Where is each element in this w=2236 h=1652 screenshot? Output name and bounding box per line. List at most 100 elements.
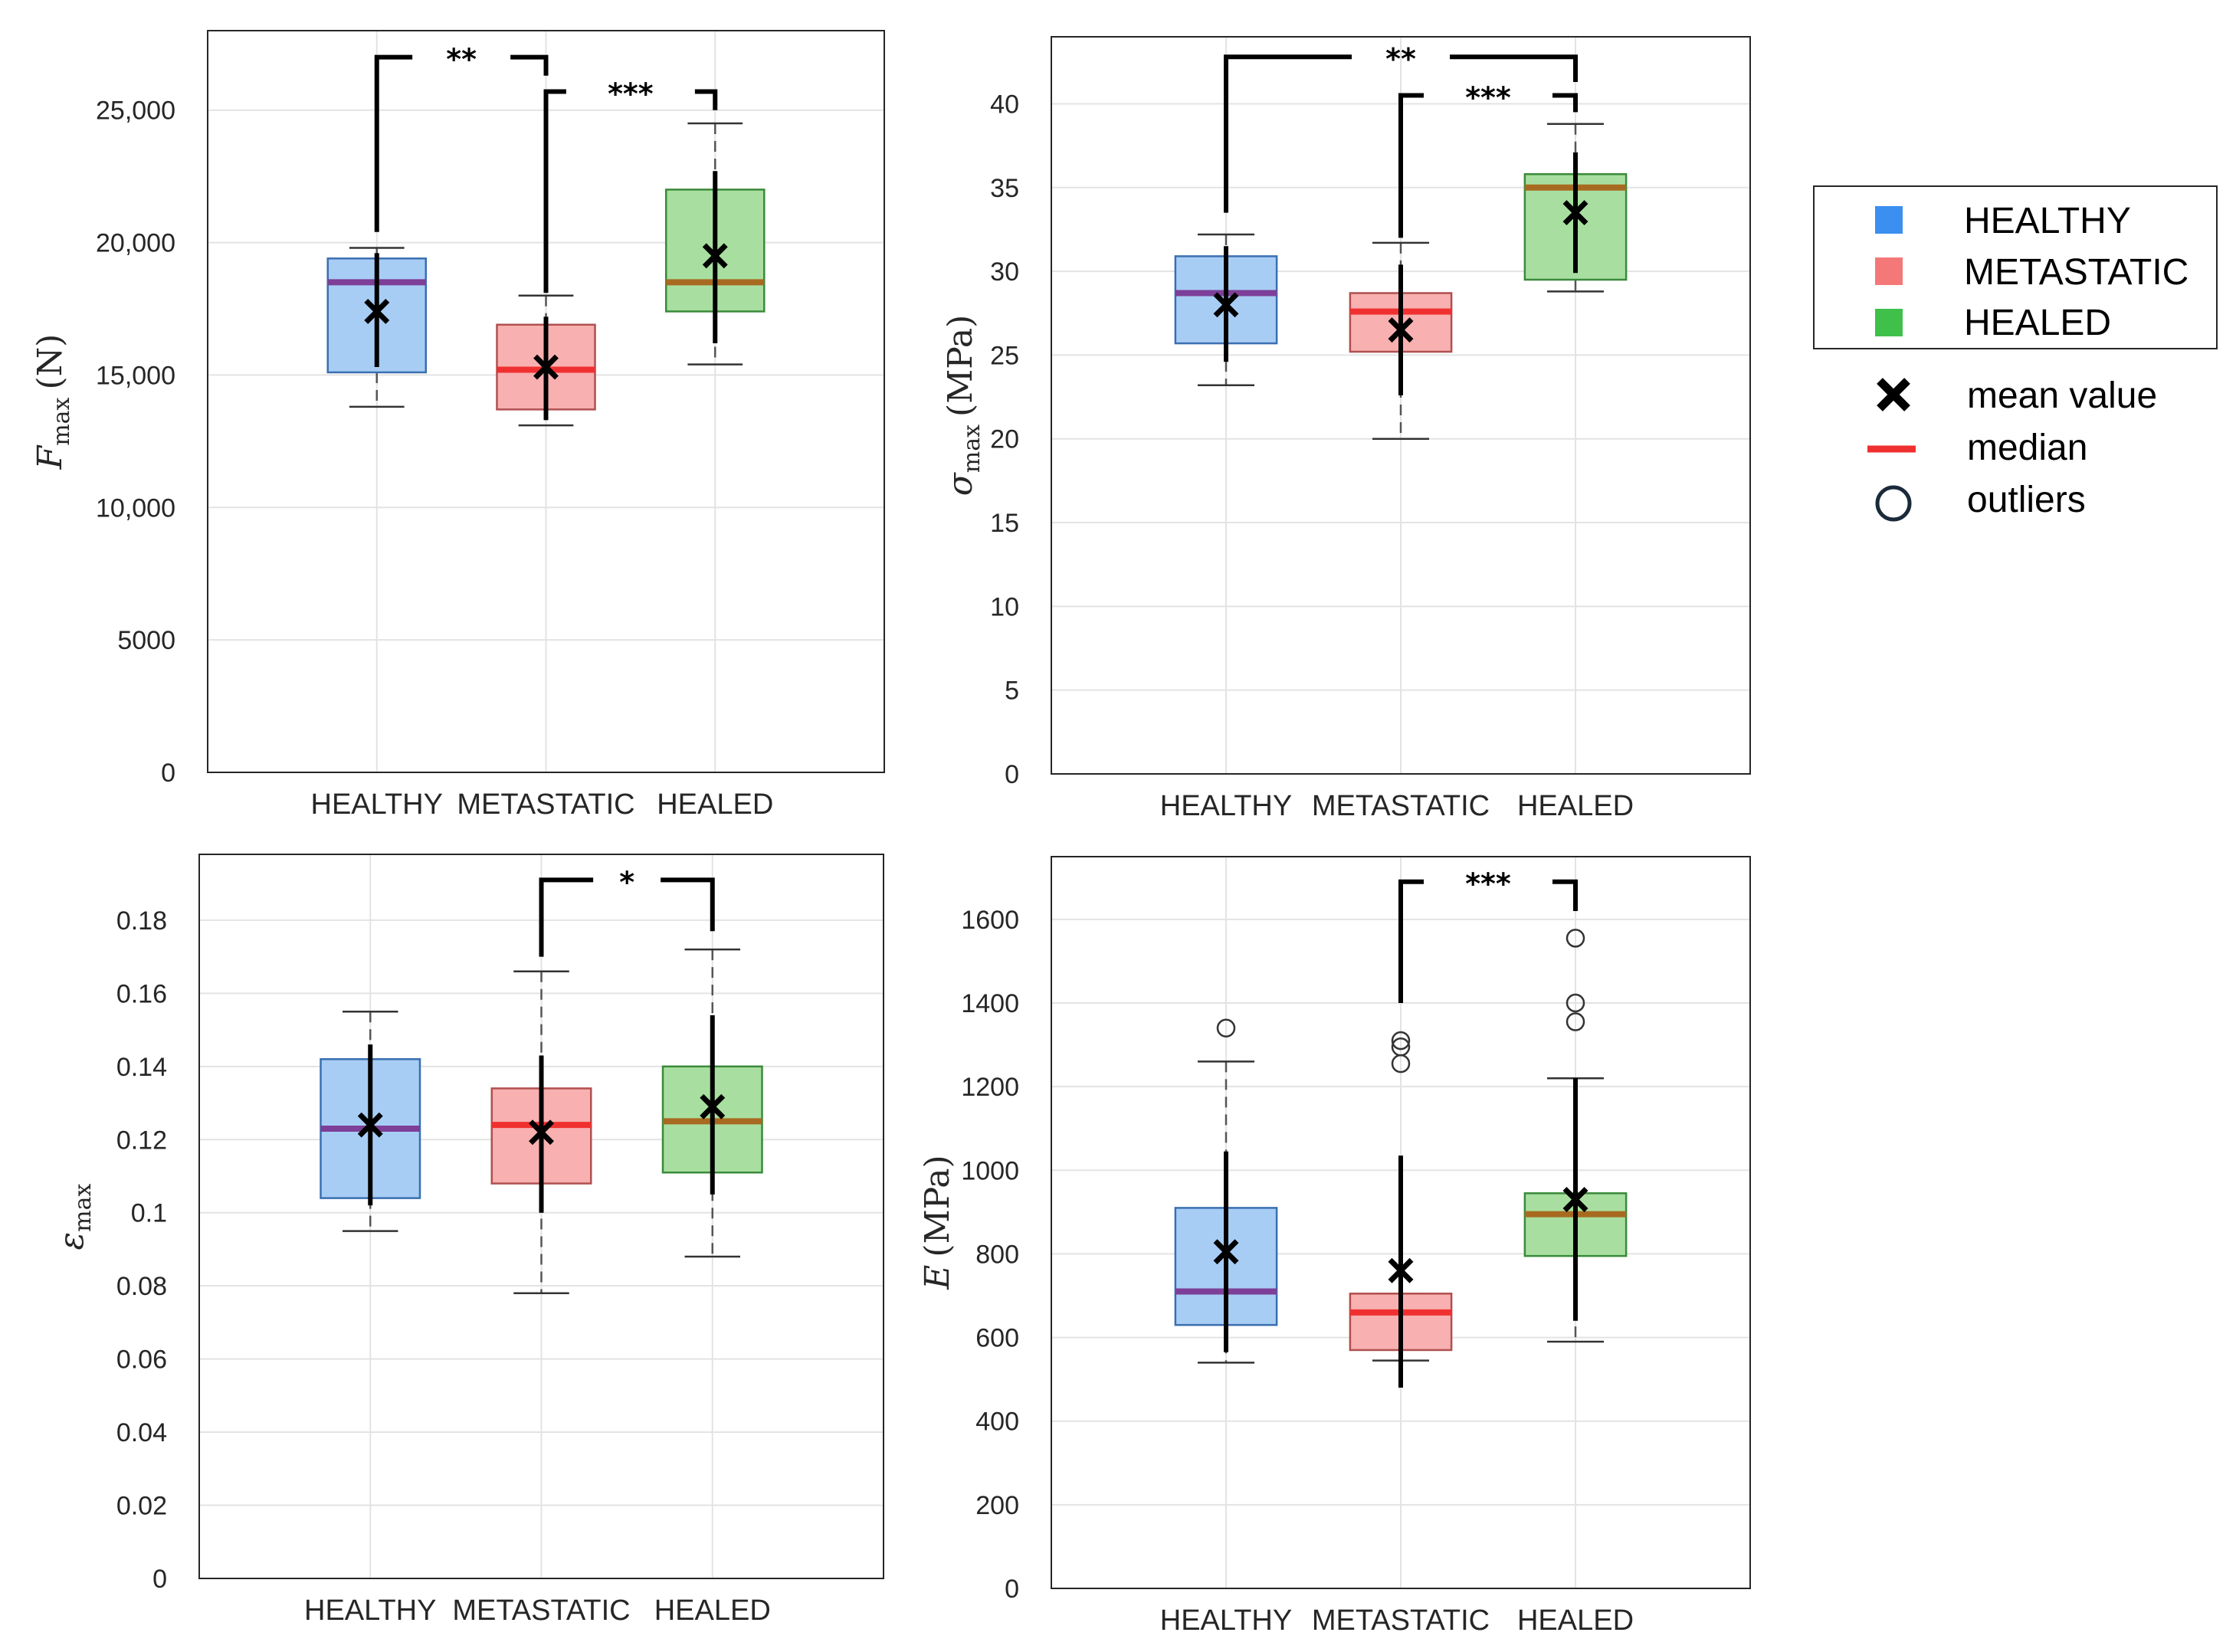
significance-bracket [1398,879,1424,1003]
plot-frame [1051,36,1751,775]
mean-marker [1562,1187,1588,1212]
legend-swatch-metastatic [1875,257,1903,285]
significance-bracket [1224,54,1352,213]
x-tick-label: HEALTHY [1160,790,1292,822]
mean-marker [357,1112,383,1138]
outlier-point [1566,929,1585,948]
y-tick-label: 20,000 [96,229,175,258]
x-tick-label: HEALED [1517,1604,1634,1637]
legend: HEALTHY METASTATIC HEALED mean value med… [1813,185,2218,522]
legend-label-outliers: outliers [1967,480,2086,520]
mean-marker [702,243,728,269]
significance-label: ** [1385,42,1416,76]
panel-sigma-max: σmax(MPa) 0 5 10 15 20 25 30 35 40 HEALTHY METASTA… [941,36,1751,822]
y-tick-label: 1400 [961,989,1019,1018]
x-tick-label: METASTATIC [457,788,634,821]
y-axis-label: σmax(MPa) [941,315,985,497]
y-tick-label: 15 [990,509,1019,538]
significance-bracket [510,54,549,76]
y-tick-label: 800 [975,1240,1019,1269]
mean-marker [533,354,559,380]
y-tick-label: 10,000 [96,493,175,523]
panel-e-modulus: E(MPa) 0 200 400 600 800 1000 1200 1400 1600 HEAL… [918,856,1751,1637]
y-tick-label: 1600 [961,906,1019,935]
significance-label: ** [446,43,477,77]
y-tick-label: 5000 [117,626,175,655]
mean-marker [364,298,390,324]
y-tick-label: 5 [1005,677,1019,706]
outlier-point [1391,1037,1411,1057]
y-tick-label: 200 [975,1491,1019,1520]
x-tick-label: HEALED [1517,790,1634,822]
x-icon [1877,378,1910,411]
outlier-point [1566,1012,1585,1031]
y-tick-label: 0.1 [131,1199,167,1228]
legend-swatch-healed [1875,309,1903,336]
significance-bracket [1552,93,1578,113]
outlier-point [1566,993,1585,1013]
mean-marker [1213,292,1239,318]
plot-frame [207,30,885,773]
mean-marker [700,1093,726,1119]
significance-label: *** [1465,81,1511,115]
x-tick-label: HEALTHY [1160,1604,1292,1637]
legend-label-mean: mean value [1967,375,2157,416]
x-tick-label: HEALTHY [311,788,443,821]
circle-icon [1875,485,1912,522]
significance-bracket [539,877,594,957]
outlier-point [1216,1018,1236,1037]
significance-label: *** [1465,867,1511,901]
panel-epsilon-max: εmax 0 0.02 0.04 0.06 0.08 0.1 0.12 0.14 0.16 0.1… [52,854,884,1627]
y-tick-label: 0 [161,759,175,788]
y-axis-label: E(MPa) [918,1155,957,1290]
significance-bracket [374,54,413,232]
x-tick-label: METASTATIC [1312,1604,1490,1637]
significance-bracket [694,89,718,110]
y-tick-label: 1000 [961,1156,1019,1185]
y-tick-label: 0.08 [116,1272,167,1301]
y-tick-label: 0 [1005,760,1019,789]
y-tick-label: 15,000 [96,361,175,390]
x-tick-label: HEALED [657,788,773,821]
y-tick-label: 30 [990,257,1019,287]
y-tick-label: 0.18 [116,906,167,936]
significance-bracket [1450,54,1578,83]
mean-marker [1562,200,1588,226]
y-tick-label: 35 [990,174,1019,203]
mean-marker [1388,1257,1414,1283]
legend-label-median: median [1967,428,2087,468]
y-tick-label: 600 [975,1324,1019,1353]
significance-bracket [1398,93,1424,238]
plot-frame [198,854,884,1579]
y-tick-label: 0.06 [116,1346,167,1375]
y-tick-label: 0.04 [116,1418,167,1447]
significance-bracket [543,89,566,293]
x-tick-label: HEALED [654,1595,771,1627]
significance-bracket [1552,879,1578,911]
y-tick-label: 0.12 [116,1126,167,1155]
y-tick-label: 400 [975,1408,1019,1437]
plot-frame [1051,856,1751,1589]
significance-label: *** [608,77,654,111]
outlier-point [1391,1031,1411,1051]
legend-label-healthy: HEALTHY [1964,201,2131,241]
mean-marker [1388,317,1414,343]
significance-bracket [661,877,715,932]
y-tick-label: 1200 [961,1073,1019,1102]
legend-swatch-healthy [1875,206,1903,234]
y-tick-label: 25,000 [96,97,175,126]
x-tick-label: METASTATIC [452,1595,630,1627]
mean-marker [1213,1239,1239,1265]
panel-fmax: Fmax(N) 0 5000 10,000 15,000 20,000 25,000 HEA… [31,30,885,821]
y-tick-label: 25 [990,341,1019,370]
y-axis-label: εmax [52,1183,97,1250]
y-tick-label: 40 [990,90,1019,119]
y-tick-label: 0.16 [116,979,167,1008]
legend-label-metastatic: METASTATIC [1964,252,2188,293]
y-tick-label: 10 [990,592,1019,621]
y-tick-label: 0.14 [116,1053,167,1082]
mean-marker [529,1119,554,1146]
legend-label-healed: HEALED [1964,303,2111,343]
y-tick-label: 0 [1005,1575,1019,1604]
